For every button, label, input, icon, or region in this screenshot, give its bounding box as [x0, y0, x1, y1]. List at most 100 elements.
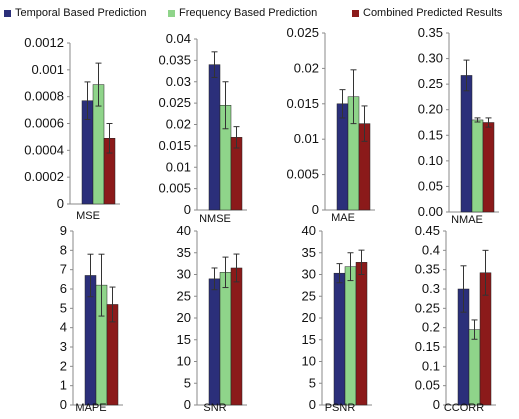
x-axis-label-nmse: NMSE — [199, 213, 231, 225]
chart-panel-mse: 0 0.0002 0.0004 0.0006 0.0008 0.001 0.0012 MSE — [24, 35, 120, 222]
y-tick-label: 5 — [60, 300, 67, 315]
y-tick-label: 0.1 — [422, 358, 440, 373]
y-tick-label: 30 — [302, 267, 316, 282]
y-tick-label: 0.0006 — [24, 116, 64, 131]
y-tick-label: 30 — [177, 267, 191, 282]
bar-nmse-temporal — [208, 64, 221, 211]
y-tick-label: 0.005 — [286, 167, 319, 182]
y-tick-label: 0.02 — [166, 117, 191, 132]
y-tick-label: 35 — [177, 245, 191, 260]
y-tick-label: 0.001 — [31, 62, 64, 77]
y-tick-label: 0 — [312, 202, 319, 217]
x-axis-label-mape: MAPE — [75, 402, 106, 414]
y-tick-label: 0 — [184, 397, 191, 412]
bar-snr-frequency — [219, 272, 232, 406]
y-tick-label: 0.025 — [158, 95, 191, 110]
legend-item-temporal: Temporal Based Prediction — [4, 6, 146, 20]
legend-label-temporal: Temporal Based Prediction — [15, 7, 147, 19]
x-axis-label-mae: MAE — [331, 212, 355, 224]
x-axis-label-nmae: NMAE — [451, 214, 483, 226]
y-tick-label: 0.35 — [418, 25, 443, 40]
y-tick-label: 0.00 — [418, 204, 443, 219]
y-tick-label: 0 — [433, 397, 440, 412]
y-tick-label: 0.015 — [158, 138, 191, 153]
y-tick-label: 0.0002 — [24, 169, 64, 184]
y-tick-label: 0.25 — [418, 76, 443, 91]
y-tick-label: 5 — [309, 375, 316, 390]
legend-swatch-temporal — [4, 9, 11, 17]
bar-snr-combined — [230, 267, 243, 406]
y-tick-label: 0.0004 — [24, 142, 64, 157]
legend-swatch-combined — [352, 9, 359, 17]
x-axis-label-psnr: PSNR — [325, 402, 356, 414]
y-tick-label: 0.20 — [418, 102, 443, 117]
y-tick-label: 2 — [60, 358, 67, 373]
bar-nmae-temporal — [460, 75, 473, 213]
bar-mae-temporal — [336, 103, 349, 211]
y-tick-label: 25 — [302, 288, 316, 303]
y-tick-label: 20 — [177, 310, 191, 325]
y-tick-label: 0.0008 — [24, 89, 64, 104]
chart-panel-snr: 0 5 10 15 20 25 30 35 40 SNR — [177, 223, 247, 414]
y-tick-label: 0.30 — [418, 51, 443, 66]
y-tick-label: 0.04 — [166, 31, 191, 46]
legend-item-frequency: Frequency Based Prediction — [168, 6, 317, 20]
y-tick-label: 20 — [302, 310, 316, 325]
bar-nmae-frequency — [471, 119, 484, 213]
y-tick-label: 0.15 — [418, 127, 443, 142]
y-tick-label: 0 — [309, 397, 316, 412]
y-tick-label: 4 — [60, 320, 67, 335]
y-tick-label: 5 — [184, 375, 191, 390]
chart-panel-psnr: 0 5 10 15 20 25 30 35 40 PSNR — [302, 223, 372, 414]
x-axis-label-mse: MSE — [76, 210, 100, 222]
legend-item-combined: Combined Predicted Results — [352, 6, 502, 20]
y-tick-label: 0 — [57, 196, 64, 211]
y-tick-label: 0 — [184, 202, 191, 217]
y-tick-label: 3 — [60, 339, 67, 354]
bar-psnr-combined — [355, 262, 368, 406]
y-tick-label: 0.35 — [415, 262, 440, 277]
chart-panel-nmse: 0 0.005 0.01 0.015 0.02 0.025 0.03 0.035 0.04 NMS… — [158, 31, 247, 225]
chart-panel-mae: 0 0.005 0.01 0.015 0.02 0.025 MAE — [286, 25, 375, 224]
x-axis-label-snr: SNR — [203, 402, 226, 414]
legend-swatch-frequency — [168, 9, 175, 17]
y-tick-label: 15 — [177, 332, 191, 347]
y-tick-label: 0.45 — [415, 223, 440, 238]
y-tick-label: 0.4 — [422, 242, 440, 257]
bar-psnr-temporal — [333, 272, 346, 406]
y-tick-label: 40 — [177, 223, 191, 238]
x-axis-label-ccorr: CCORR — [444, 402, 484, 414]
y-tick-label: 9 — [60, 223, 67, 238]
bar-snr-temporal — [208, 278, 221, 406]
chart-panel-mape: 0 1 2 3 4 5 6 7 8 9 MAPE — [60, 223, 123, 414]
y-tick-label: 0.01 — [294, 131, 319, 146]
y-tick-label: 35 — [302, 245, 316, 260]
y-tick-label: 0.015 — [286, 96, 319, 111]
bar-psnr-frequency — [344, 266, 357, 406]
chart-legend: Temporal Based Prediction Frequency Base… — [0, 0, 519, 26]
y-tick-label: 7 — [60, 262, 67, 277]
bar-nmae-combined — [482, 122, 495, 213]
y-tick-label: 0.0012 — [24, 35, 64, 50]
chart-panel-nmae: 0.00 0.05 0.10 0.15 0.20 0.25 0.30 0.35 NMAE — [418, 25, 499, 226]
chart-panel-ccorr: 0 0.05 0.1 0.15 0.2 0.25 0.3 0.35 0.4 0.45 CCORR — [415, 223, 496, 414]
y-tick-label: 40 — [302, 223, 316, 238]
y-tick-label: 8 — [60, 242, 67, 257]
y-tick-label: 0.10 — [418, 153, 443, 168]
y-tick-label: 0.02 — [294, 60, 319, 75]
legend-label-frequency: Frequency Based Prediction — [179, 7, 318, 19]
y-tick-label: 0.05 — [415, 378, 440, 393]
y-tick-label: 15 — [302, 332, 316, 347]
y-tick-label: 0.2 — [422, 320, 440, 335]
legend-label-combined: Combined Predicted Results — [363, 7, 503, 19]
y-tick-label: 0.3 — [422, 281, 440, 296]
y-tick-label: 0.005 — [158, 181, 191, 196]
y-tick-label: 1 — [60, 378, 67, 393]
y-tick-label: 0.15 — [415, 339, 440, 354]
bar-ccorr-frequency — [468, 329, 481, 406]
y-tick-label: 0.03 — [166, 74, 191, 89]
y-tick-label: 10 — [177, 354, 191, 369]
y-tick-label: 0 — [60, 397, 67, 412]
y-tick-label: 0.025 — [286, 25, 319, 40]
